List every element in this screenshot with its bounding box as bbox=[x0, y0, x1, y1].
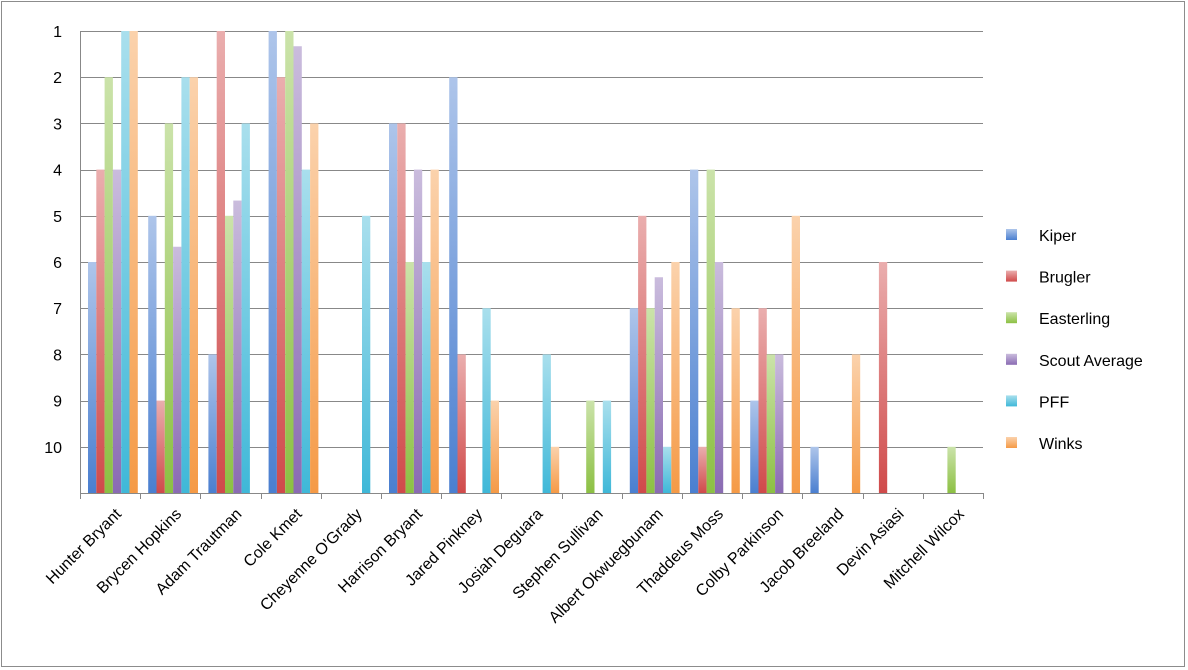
bar-brugler-cole-kmet bbox=[276, 77, 286, 493]
bar-scout-average-cole-kmet bbox=[293, 46, 302, 493]
bar-brugler-colby-parkinson bbox=[758, 308, 767, 493]
bar-kiper-brycen-hopkins bbox=[148, 215, 157, 494]
bar-scout-average-albert-okwuegbunam bbox=[654, 277, 663, 493]
bar-winks-brycen-hopkins bbox=[189, 77, 198, 493]
bar-pff-brycen-hopkins bbox=[181, 77, 190, 493]
legend-swatch-kiper bbox=[1006, 229, 1017, 240]
bar-winks-jacob-breeland bbox=[851, 354, 861, 493]
bar-winks-albert-okwuegbunam bbox=[671, 262, 680, 493]
bar-winks-josiah-deguara bbox=[550, 446, 560, 493]
bar-winks-jared-pinkney bbox=[490, 400, 499, 493]
bar-winks-thaddeus-moss bbox=[731, 308, 740, 493]
y-tick-label: 2 bbox=[53, 70, 62, 87]
y-tick-label: 9 bbox=[53, 394, 62, 411]
bar-winks-harrison-bryant bbox=[430, 169, 439, 493]
bar-scout-average-thaddeus-moss bbox=[714, 262, 724, 493]
bar-brugler-adam-trautman bbox=[216, 31, 225, 493]
bar-pff-adam-trautman bbox=[241, 123, 250, 494]
bar-easterling-albert-okwuegbunam bbox=[646, 308, 655, 493]
bar-pff-stephen-sullivan bbox=[602, 400, 612, 493]
legend-swatch-brugler bbox=[1006, 270, 1017, 282]
bar-pff-cole-kmet bbox=[301, 169, 311, 493]
legend-label-scout-average: Scout Average bbox=[1039, 353, 1143, 370]
x-tick-label-cole-kmet: Cole Kmet bbox=[241, 505, 306, 570]
legend-swatch-scout-average bbox=[1006, 353, 1017, 365]
x-tick-label-albert-okwuegbunam: Albert Okwuegbunam bbox=[546, 506, 667, 627]
x-tick-label-cheyenne-o-grady: Cheyenne O'Grady bbox=[257, 506, 366, 615]
y-tick-label: 4 bbox=[53, 163, 62, 180]
bar-easterling-mitchell-wilcox bbox=[947, 446, 956, 493]
legend-swatch-pff bbox=[1006, 395, 1017, 407]
y-tick-label: 5 bbox=[53, 209, 62, 226]
bar-pff-albert-okwuegbunam bbox=[663, 446, 672, 493]
bar-easterling-brycen-hopkins bbox=[164, 123, 174, 494]
bar-brugler-harrison-bryant bbox=[397, 123, 406, 494]
bar-easterling-cole-kmet bbox=[285, 31, 294, 493]
bar-easterling-adam-trautman bbox=[225, 215, 234, 494]
y-tick-label: 10 bbox=[44, 440, 62, 457]
bar-easterling-thaddeus-moss bbox=[706, 169, 715, 493]
y-tick-label: 1 bbox=[53, 24, 62, 41]
bar-easterling-colby-parkinson bbox=[766, 354, 776, 493]
bar-brugler-albert-okwuegbunam bbox=[638, 215, 647, 494]
legend-swatch-winks bbox=[1006, 437, 1017, 448]
bar-scout-average-adam-trautman bbox=[233, 200, 242, 493]
legend-label-pff: PFF bbox=[1039, 394, 1069, 411]
bar-pff-hunter-bryant bbox=[121, 31, 130, 493]
bar-easterling-harrison-bryant bbox=[405, 262, 414, 493]
bar-kiper-harrison-bryant bbox=[389, 123, 398, 494]
legend-label-brugler: Brugler bbox=[1039, 270, 1091, 287]
bar-brugler-jared-pinkney bbox=[457, 354, 466, 493]
bar-brugler-hunter-bryant bbox=[96, 169, 105, 493]
y-tick-label: 8 bbox=[53, 347, 62, 364]
bar-winks-hunter-bryant bbox=[129, 31, 138, 493]
bar-kiper-adam-trautman bbox=[208, 354, 217, 493]
bar-pff-jared-pinkney bbox=[482, 308, 491, 493]
bar-scout-average-colby-parkinson bbox=[775, 354, 784, 493]
bar-kiper-hunter-bryant bbox=[88, 262, 97, 493]
bars-layer bbox=[88, 31, 956, 494]
y-tick-label: 6 bbox=[53, 255, 62, 272]
bar-kiper-thaddeus-moss bbox=[690, 169, 699, 493]
bar-brugler-devin-asiasi bbox=[878, 262, 888, 493]
bar-brugler-thaddeus-moss bbox=[698, 446, 707, 493]
legend-label-kiper: Kiper bbox=[1039, 228, 1077, 245]
y-tick-label: 3 bbox=[53, 116, 62, 133]
bar-pff-harrison-bryant bbox=[422, 262, 431, 493]
bar-kiper-colby-parkinson bbox=[750, 400, 759, 493]
bar-pff-josiah-deguara bbox=[542, 354, 551, 493]
bar-easterling-stephen-sullivan bbox=[586, 400, 595, 493]
bar-kiper-albert-okwuegbunam bbox=[629, 308, 639, 493]
y-tick-label: 7 bbox=[53, 301, 62, 318]
bar-scout-average-hunter-bryant bbox=[112, 169, 122, 493]
bar-scout-average-brycen-hopkins bbox=[173, 246, 182, 493]
legend: Kiper Brugler Easterling Scout Average PFF Wi… bbox=[1006, 228, 1143, 453]
bar-kiper-jacob-breeland bbox=[810, 446, 819, 493]
bar-pff-cheyenne-o-grady bbox=[362, 215, 371, 494]
bar-kiper-jared-pinkney bbox=[449, 77, 458, 493]
legend-label-winks: Winks bbox=[1039, 436, 1083, 453]
legend-swatch-easterling bbox=[1006, 312, 1017, 324]
legend-label-easterling: Easterling bbox=[1039, 311, 1110, 328]
bar-easterling-hunter-bryant bbox=[104, 77, 113, 493]
bar-winks-colby-parkinson bbox=[791, 215, 800, 494]
bar-scout-average-harrison-bryant bbox=[413, 169, 423, 493]
bar-winks-cole-kmet bbox=[310, 123, 319, 494]
bar-brugler-brycen-hopkins bbox=[156, 400, 165, 493]
bar-kiper-cole-kmet bbox=[268, 31, 277, 493]
